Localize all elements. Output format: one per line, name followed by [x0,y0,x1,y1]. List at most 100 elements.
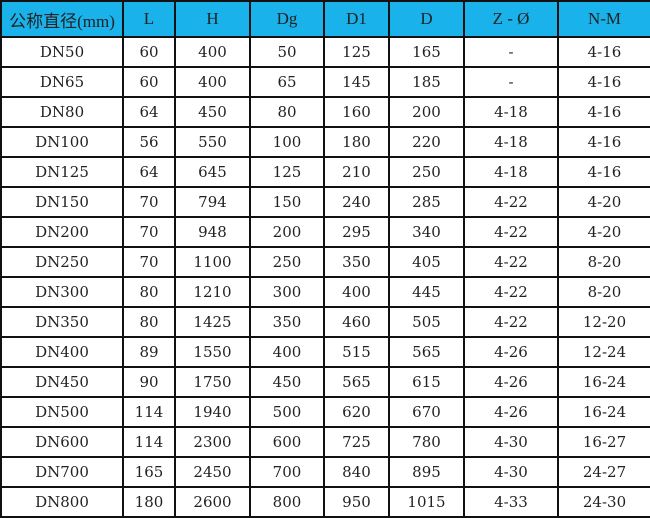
table-cell: 145 [323,66,390,98]
table-cell: 64 [122,96,176,128]
table-cell: 100 [249,126,325,158]
table-cell: - [463,66,559,98]
table-cell: 4-16 [557,66,650,98]
table-cell: 210 [323,156,390,188]
table-cell: 4-16 [557,126,650,158]
table-cell: 64 [122,156,176,188]
table-row: DN400 89 1550 400 515 565 4-26 12-24 [0,336,650,368]
table-cell: 165 [388,36,465,68]
table-cell: 150 [249,186,325,218]
table-cell: 90 [122,366,176,398]
table-cell: 645 [174,156,251,188]
table-cell: 505 [388,306,465,338]
table-cell: 12-24 [557,336,650,368]
table-cell: DN250 [0,246,124,278]
table-cell: 80 [122,276,176,308]
table-cell: 400 [174,36,251,68]
table-cell: - [463,36,559,68]
table-cell: 114 [122,426,176,458]
table-cell: 4-18 [463,156,559,188]
table-row: DN100 56 550 100 180 220 4-18 4-16 [0,126,650,158]
table-cell: 405 [388,246,465,278]
table-row: DN600 114 2300 600 725 780 4-30 16-27 [0,426,650,458]
table-row: DN800 180 2600 800 950 1015 4-33 24-30 [0,486,650,518]
table-cell: 948 [174,216,251,248]
table-cell: 60 [122,66,176,98]
table-cell: 285 [388,186,465,218]
table-cell: 450 [174,96,251,128]
table-cell: 70 [122,216,176,248]
table-cell: 1015 [388,486,465,518]
table-cell: DN100 [0,126,124,158]
table-cell: 350 [249,306,325,338]
table-cell: 1550 [174,336,251,368]
column-header: H [174,0,251,38]
table-cell: 4-22 [463,276,559,308]
table-cell: 70 [122,246,176,278]
table-cell: 1750 [174,366,251,398]
table-cell: DN450 [0,366,124,398]
table-cell: 460 [323,306,390,338]
table-cell: 70 [122,186,176,218]
table-cell: 4-20 [557,216,650,248]
header-row: 公称直径(mm) L H Dg D1 D Z - Ø N-M [0,0,650,38]
table-cell: 1210 [174,276,251,308]
table-cell: 125 [323,36,390,68]
table-cell: 160 [323,96,390,128]
table-row: DN125 64 645 125 210 250 4-18 4-16 [0,156,650,188]
table-cell: 2450 [174,456,251,488]
table-cell: 24-30 [557,486,650,518]
table-cell: 515 [323,336,390,368]
table-cell: DN700 [0,456,124,488]
table-cell: 4-16 [557,156,650,188]
column-header: D [388,0,465,38]
table-cell: 16-24 [557,396,650,428]
table-cell: 300 [249,276,325,308]
table-cell: 12-20 [557,306,650,338]
table-cell: 4-26 [463,396,559,428]
table-cell: 125 [249,156,325,188]
table-cell: DN200 [0,216,124,248]
table-cell: 250 [388,156,465,188]
table-cell: 60 [122,36,176,68]
table-cell: 4-20 [557,186,650,218]
table-cell: 114 [122,396,176,428]
table-cell: 8-20 [557,246,650,278]
table-cell: 350 [323,246,390,278]
table-cell: 80 [122,306,176,338]
table-row: DN500 114 1940 500 620 670 4-26 16-24 [0,396,650,428]
column-header: Z - Ø [463,0,559,38]
table-cell: 50 [249,36,325,68]
table-cell: 80 [249,96,325,128]
table-cell: 4-16 [557,96,650,128]
table-cell: 400 [249,336,325,368]
table-cell: 950 [323,486,390,518]
table-row: DN300 80 1210 300 400 445 4-22 8-20 [0,276,650,308]
table-cell: 2600 [174,486,251,518]
table-cell: 4-33 [463,486,559,518]
table-cell: 840 [323,456,390,488]
table-cell: 565 [323,366,390,398]
column-header: N-M [557,0,650,38]
table-cell: 4-30 [463,456,559,488]
table-row: DN350 80 1425 350 460 505 4-22 12-20 [0,306,650,338]
table-cell: 4-22 [463,216,559,248]
table-cell: DN150 [0,186,124,218]
table-cell: 180 [323,126,390,158]
table-cell: 220 [388,126,465,158]
table-cell: 4-26 [463,366,559,398]
table-row: DN450 90 1750 450 565 615 4-26 16-24 [0,366,650,398]
table-row: DN700 165 2450 700 840 895 4-30 24-27 [0,456,650,488]
table-cell: 725 [323,426,390,458]
table-cell: DN300 [0,276,124,308]
table-cell: DN350 [0,306,124,338]
table-row: DN250 70 1100 250 350 405 4-22 8-20 [0,246,650,278]
table-cell: 4-22 [463,246,559,278]
table-row: DN150 70 794 150 240 285 4-22 4-20 [0,186,650,218]
table-cell: DN125 [0,156,124,188]
column-header: 公称直径(mm) [0,0,124,38]
table-cell: 8-20 [557,276,650,308]
table-cell: 1940 [174,396,251,428]
table-cell: DN65 [0,66,124,98]
table-cell: 780 [388,426,465,458]
